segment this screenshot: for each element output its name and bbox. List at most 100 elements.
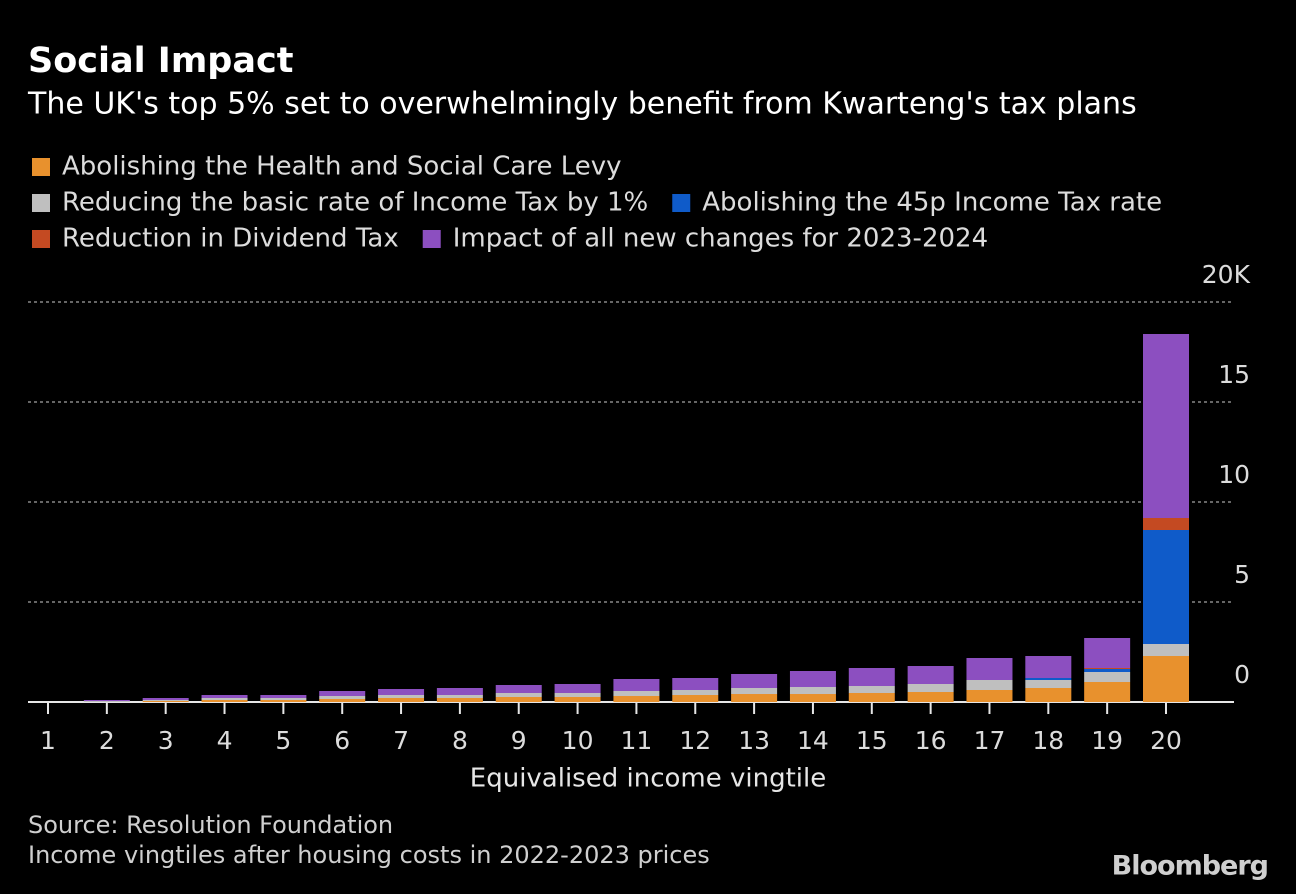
x-tick-label: 9 xyxy=(511,726,527,755)
y-tick-label: 0 xyxy=(1234,660,1250,689)
legend-label: Abolishing the 45p Income Tax rate xyxy=(702,188,1162,218)
bar-segment xyxy=(378,695,425,698)
x-axis-title: Equivalised income vingtile xyxy=(470,764,826,794)
y-tick-label: 10 xyxy=(1218,460,1250,489)
bar-segment xyxy=(83,700,130,701)
legend-swatch xyxy=(32,194,50,212)
bar-segment xyxy=(319,699,366,702)
bar-segment xyxy=(1025,678,1072,680)
bar-segment xyxy=(1084,682,1131,702)
bar-segment xyxy=(789,671,836,687)
x-tick-label: 7 xyxy=(393,726,409,755)
bar-segment xyxy=(1084,668,1131,669)
bar-segment xyxy=(436,695,483,698)
bar-segment xyxy=(260,700,307,702)
x-tick-label: 8 xyxy=(452,726,468,755)
legend-swatch xyxy=(32,230,50,248)
x-tick-label: 3 xyxy=(158,726,174,755)
bar-segment xyxy=(1143,656,1189,702)
bar-segment xyxy=(848,668,895,686)
y-tick-label: 5 xyxy=(1234,560,1250,589)
x-tick-label: 13 xyxy=(738,726,770,755)
bar-segment xyxy=(1143,518,1189,530)
x-tick-label: 19 xyxy=(1091,726,1123,755)
note: Income vingtiles after housing costs in … xyxy=(28,841,710,869)
x-tick-label: 16 xyxy=(915,726,947,755)
bar-segment xyxy=(260,695,307,698)
bar-segment xyxy=(907,666,954,684)
bar-segment xyxy=(848,693,895,702)
bar-segment xyxy=(966,690,1013,702)
y-tick-label: 20K xyxy=(1202,260,1251,289)
bar-segment xyxy=(495,685,542,693)
x-tick-label: 17 xyxy=(974,726,1006,755)
x-tick-label: 14 xyxy=(797,726,829,755)
bar-segment xyxy=(966,680,1013,690)
x-tick-label: 1 xyxy=(40,726,56,755)
bar-segment xyxy=(848,686,895,693)
bar-segment xyxy=(142,700,189,701)
bar-segment xyxy=(1143,530,1189,644)
bar-segment xyxy=(613,696,660,702)
bar-segment xyxy=(672,695,719,702)
bar-segment xyxy=(1143,334,1189,518)
x-tick-label: 12 xyxy=(679,726,711,755)
x-tick-label: 5 xyxy=(275,726,291,755)
bar-segment xyxy=(554,697,601,702)
bar-segment xyxy=(613,679,660,691)
bar-segment xyxy=(731,694,778,702)
bar-segment xyxy=(554,693,601,697)
bar-segment xyxy=(83,701,130,702)
legend-label: Reduction in Dividend Tax xyxy=(62,224,399,254)
x-tick-label: 10 xyxy=(562,726,594,755)
brand: Bloomberg xyxy=(1112,851,1268,882)
bar-segment xyxy=(142,701,189,702)
x-tick-label: 15 xyxy=(856,726,888,755)
bar-segment xyxy=(260,698,307,700)
bar-segment xyxy=(1025,688,1072,702)
bar-segment xyxy=(613,691,660,696)
legend-label: Impact of all new changes for 2023-2024 xyxy=(453,224,988,254)
bar-segment xyxy=(672,690,719,695)
bar-segment xyxy=(436,698,483,702)
bar-segment xyxy=(1143,644,1189,656)
bar-segment xyxy=(495,697,542,702)
bar-segment xyxy=(731,674,778,688)
bar-segment xyxy=(201,695,248,698)
bar-segment xyxy=(1084,669,1131,672)
legend-swatch xyxy=(32,158,50,176)
bar-segment xyxy=(907,684,954,692)
bar-segment xyxy=(966,658,1013,680)
bar-segment xyxy=(201,700,248,702)
x-tick-label: 11 xyxy=(621,726,653,755)
bar-segment xyxy=(1084,672,1131,682)
x-tick-label: 6 xyxy=(334,726,350,755)
y-tick-label: 15 xyxy=(1218,360,1250,389)
bar-segment xyxy=(378,689,425,695)
legend-label: Abolishing the Health and Social Care Le… xyxy=(62,152,622,182)
bar-segment xyxy=(1084,638,1131,668)
bar-segment xyxy=(672,678,719,690)
bar-segment xyxy=(378,698,425,702)
bar-segment xyxy=(789,687,836,694)
legend-swatch xyxy=(672,194,691,212)
chart-title: Social Impact xyxy=(28,41,293,81)
x-tick-label: 20 xyxy=(1150,726,1182,755)
bar-segment xyxy=(142,698,189,700)
x-tick-label: 2 xyxy=(99,726,115,755)
bar-segment xyxy=(436,688,483,695)
bar-segment xyxy=(554,684,601,693)
chart-subtitle: The UK's top 5% set to overwhelmingly be… xyxy=(27,87,1137,122)
bar-segment xyxy=(319,696,366,699)
bar-segment xyxy=(1025,656,1072,678)
bar-segment xyxy=(495,693,542,697)
legend-label: Reducing the basic rate of Income Tax by… xyxy=(62,188,648,218)
source: Source: Resolution Foundation xyxy=(28,811,393,839)
bar-segment xyxy=(731,688,778,694)
x-tick-label: 4 xyxy=(217,726,233,755)
bar-segment xyxy=(907,692,954,702)
bar-segment xyxy=(789,694,836,702)
x-tick-label: 18 xyxy=(1032,726,1064,755)
